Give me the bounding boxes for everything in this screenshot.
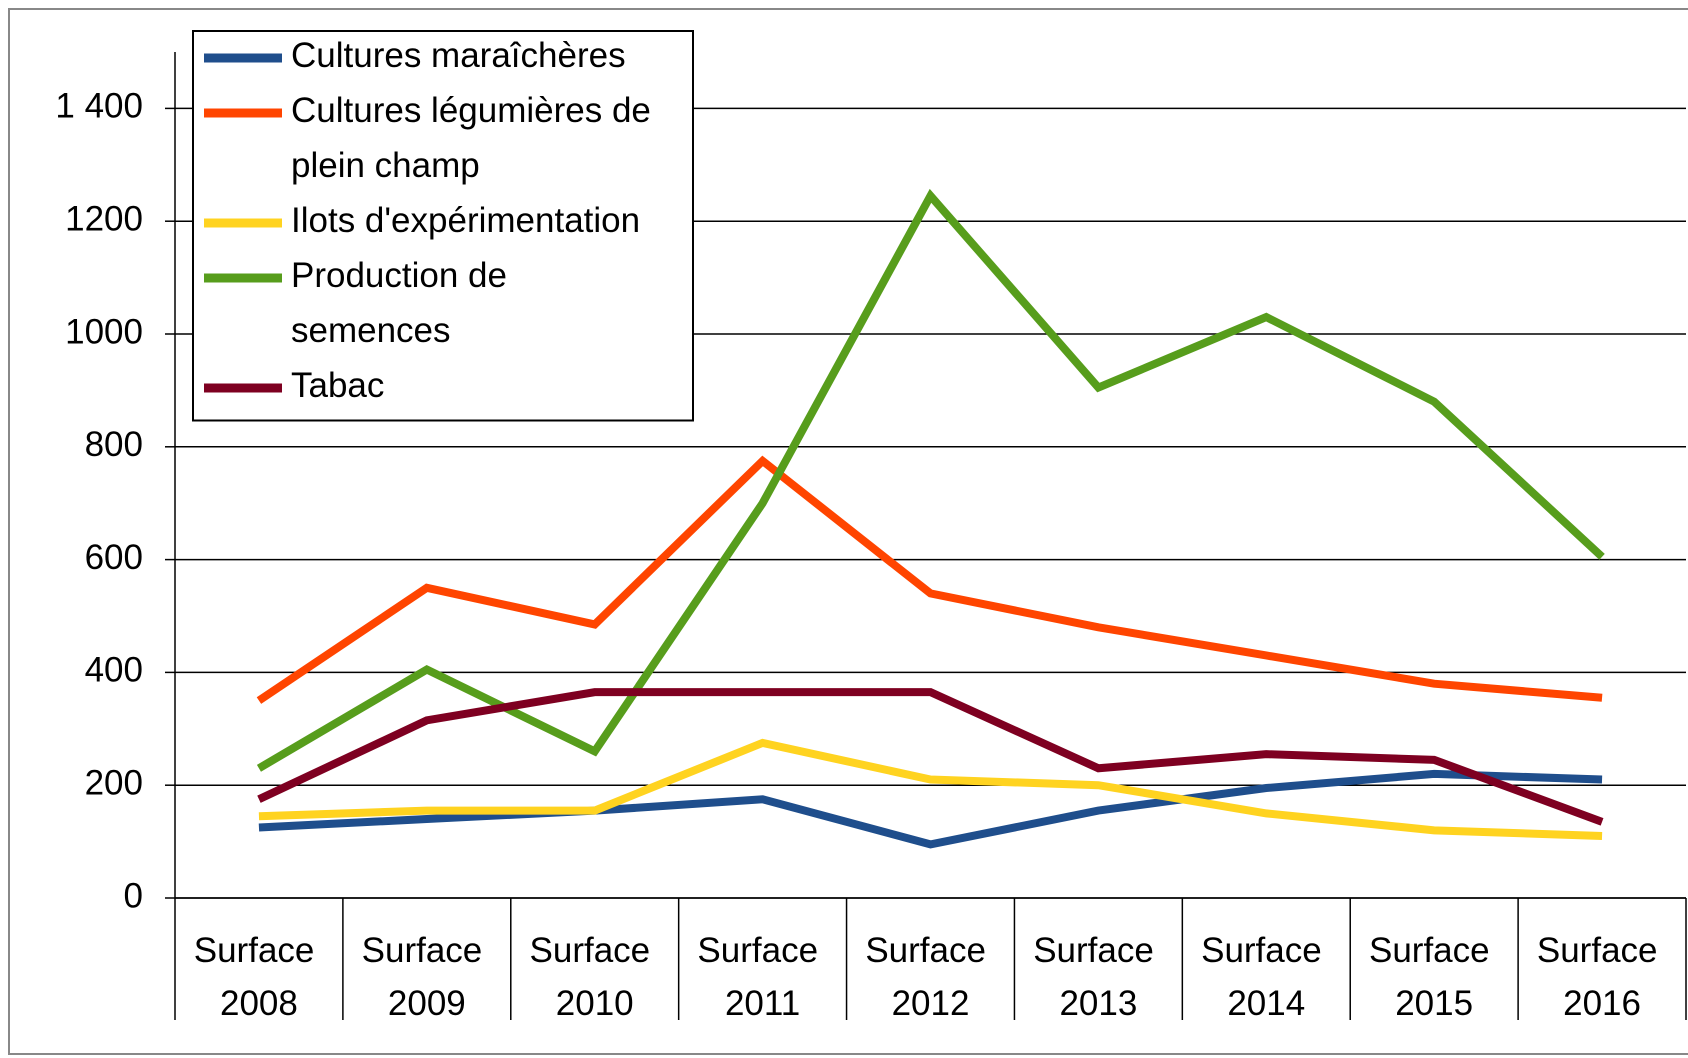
x-tick-label: Surface 2015 [1369, 931, 1499, 1023]
y-tick-label: 600 [85, 538, 143, 577]
y-tick-label: 200 [85, 763, 143, 802]
x-tick-label: Surface 2011 [697, 931, 827, 1023]
x-tick-label: Surface 2012 [865, 931, 995, 1023]
x-tick-label: Surface 2014 [1201, 931, 1331, 1023]
x-tick-label: Surface 2016 [1537, 931, 1667, 1023]
series-line [258, 769, 1603, 849]
y-tick-label: 1000 [65, 312, 143, 351]
chart-border [8, 8, 1688, 1055]
y-tick-label: 0 [124, 876, 143, 915]
series-line [256, 455, 1603, 704]
legend-label: Production de semences [291, 256, 517, 350]
y-tick-label: 1 400 [55, 87, 143, 126]
x-tick-label: Surface 2009 [362, 931, 492, 1023]
legend: Cultures maraîchères Cultures légumières … [192, 30, 694, 422]
series-line [258, 738, 1603, 840]
y-tick-label: 800 [85, 425, 143, 464]
legend-label: Cultures maraîchères [291, 36, 626, 75]
series-line [256, 188, 1605, 772]
series-line [257, 688, 1604, 826]
legend-label: Tabac [291, 366, 384, 405]
legend-label: Ilots d'expérimentation [291, 201, 640, 240]
x-tick-label: Surface 2010 [530, 931, 660, 1023]
x-tick-label: Surface 2013 [1033, 931, 1163, 1023]
x-tick-label: Surface 2008 [194, 931, 324, 1023]
y-tick-label: 400 [85, 651, 143, 690]
y-tick-label: 1200 [65, 199, 143, 238]
legend-label: Cultures légumières de plein champ [291, 91, 661, 185]
